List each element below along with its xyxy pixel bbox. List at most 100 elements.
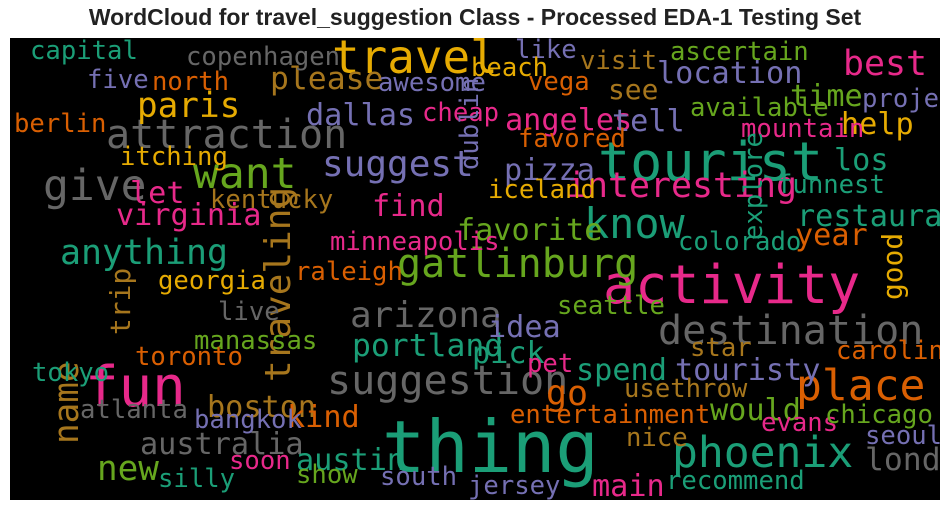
word-traveling: traveling <box>258 187 299 382</box>
word-spend: spend <box>576 353 667 388</box>
word-boston: boston <box>207 390 316 425</box>
word-go: go <box>546 374 588 414</box>
word-seattle: seattle <box>557 291 665 321</box>
word-ascertain: ascertain <box>670 38 809 67</box>
word-mountain: mountain <box>741 114 864 144</box>
word-colorado: colorado <box>678 227 801 257</box>
word-help: help <box>841 107 914 142</box>
word-show: show <box>296 460 358 490</box>
word-live: live <box>218 297 280 327</box>
word-georgia: georgia <box>158 266 266 296</box>
word-restaurant: restaurant <box>797 199 940 234</box>
word-attraction: attraction <box>106 112 347 158</box>
word-toronto: toronto <box>135 342 243 372</box>
word-beach: beach <box>471 53 548 83</box>
word-cheap: cheap <box>422 98 499 128</box>
cloud-background <box>10 38 940 500</box>
word-atlanta: atlanta <box>80 395 188 425</box>
word-good: good <box>876 233 909 300</box>
word-group: thing tourist fun activity travel want give pla… <box>14 38 940 500</box>
word-berlin: berlin <box>14 109 106 139</box>
word-main: main <box>592 469 665 500</box>
word-travel: travel <box>332 38 498 84</box>
word-fun: fun <box>85 355 186 420</box>
word-gatlinburg: gatlinburg <box>397 241 638 287</box>
word-new: new <box>97 449 159 489</box>
word-kentucky: kentucky <box>210 185 333 215</box>
word-dallas: dallas <box>306 98 415 133</box>
word-location: location <box>657 56 802 91</box>
word-jersey: jersey <box>468 471 560 500</box>
word-kind: kind <box>287 400 360 435</box>
word-dublin: dublin <box>455 78 485 170</box>
word-year: year <box>795 218 868 253</box>
word-thing: thing <box>382 405 599 489</box>
word-iceland: iceland <box>488 175 596 205</box>
word-tell: tell <box>612 104 685 139</box>
word-bangkok: bangkok <box>194 405 302 435</box>
word-recommend: recommend <box>666 466 805 496</box>
word-place: place <box>796 361 925 411</box>
word-interesting: interesting <box>566 166 797 206</box>
word-portland: portland <box>352 328 503 364</box>
word-south: south <box>380 462 457 492</box>
word-australia: australia <box>140 427 304 462</box>
word-see: see <box>608 73 658 106</box>
word-favorite: favorite <box>457 213 602 248</box>
chart-title: WordCloud for travel_suggestion Class - … <box>88 4 862 30</box>
word-carolina: carolina <box>836 336 940 366</box>
word-time: time <box>790 79 863 114</box>
word-tokyo: tokyo <box>32 358 109 388</box>
word-copenhagen: copenhagen <box>186 42 340 72</box>
word-idea: idea <box>488 310 561 345</box>
word-funnest: funnest <box>777 170 885 200</box>
word-available: available <box>690 93 829 123</box>
word-star: star <box>690 333 752 363</box>
word-touristy: touristy <box>675 353 820 388</box>
word-like: like <box>515 38 577 65</box>
word-want: want <box>193 149 297 199</box>
word-trip: trip <box>104 268 137 335</box>
word-raleigh: raleigh <box>295 257 403 287</box>
word-north: north <box>152 67 229 97</box>
word-visit: visit <box>580 46 657 76</box>
word-evans: evans <box>761 408 838 438</box>
word-nice: nice <box>626 423 688 453</box>
word-los: los <box>834 143 889 178</box>
word-entertainment: entertainment <box>510 400 710 430</box>
word-itching: itching <box>120 142 228 172</box>
word-suggest: suggest <box>322 144 474 185</box>
word-tourist: tourist <box>598 130 823 193</box>
word-name: name <box>47 361 87 444</box>
word-virginia: virginia <box>116 198 261 233</box>
word-minneapolis: minneapolis <box>330 227 500 257</box>
word-activity: activity <box>603 253 860 316</box>
word-arizona: arizona <box>350 295 502 336</box>
word-favored: favored <box>518 124 626 154</box>
word-project: project <box>862 84 940 114</box>
word-know: know <box>584 199 685 248</box>
word-please: please <box>270 61 383 97</box>
word-cloud: thing tourist fun activity travel want give pla… <box>10 38 940 500</box>
word-usethrow: usethrow <box>624 374 748 404</box>
word-pet: pet <box>527 349 573 379</box>
word-anything: anything <box>60 233 228 273</box>
word-pizza: pizza <box>504 153 595 188</box>
word-chicago: chicago <box>825 400 933 430</box>
word-vega: vega <box>528 67 590 97</box>
word-silly: silly <box>158 464 235 494</box>
word-paris: paris <box>137 86 240 126</box>
word-would: would <box>710 393 801 428</box>
word-london: london <box>865 442 940 478</box>
word-suggestion: suggestion <box>327 358 568 404</box>
word-find: find <box>372 189 445 224</box>
word-manassas: manassas <box>194 326 317 356</box>
word-let: let <box>130 176 185 211</box>
word-seoul: seoul <box>865 421 940 451</box>
word-phoenix: phoenix <box>672 428 853 478</box>
word-destination: destination <box>658 308 923 354</box>
word-best: best <box>843 44 927 84</box>
word-explore: explore <box>739 132 769 240</box>
word-austin: austin <box>296 443 405 478</box>
word-capital: capital <box>30 38 138 66</box>
